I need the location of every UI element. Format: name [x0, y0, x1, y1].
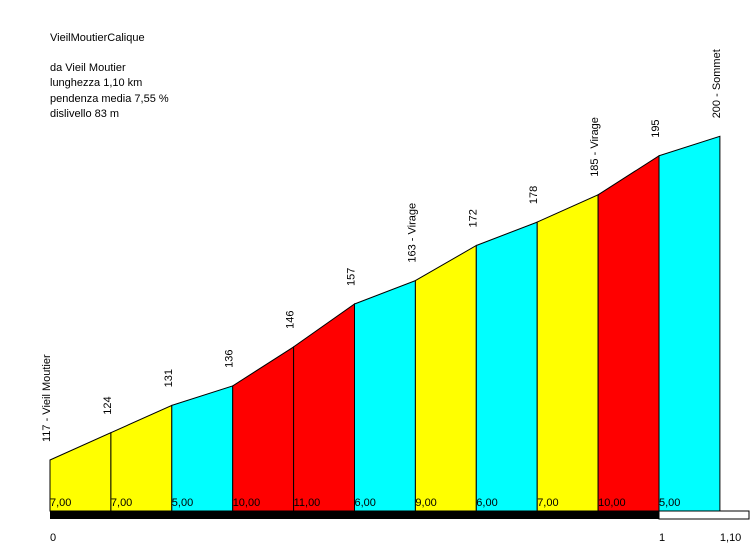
altitude-label-4: 136 [224, 350, 236, 368]
chart-title: VieilMoutierCalique [50, 32, 145, 44]
altitude-label-3: 131 [163, 369, 175, 387]
altitude-label-1: 117 - Vieil Moutier [41, 354, 53, 442]
grade-label-8: 6,00 [476, 497, 497, 509]
profile-segment-2 [110, 404, 173, 512]
altitude-label-2: 124 [102, 396, 114, 414]
grade-label-4: 10,00 [233, 497, 261, 509]
grade-label-6: 6,00 [355, 497, 376, 509]
grade-label-2: 7,00 [111, 497, 132, 509]
profile-segment-4 [232, 345, 295, 512]
km-tick-label-1: 0 [50, 532, 56, 544]
grade-labels: 7,00 7,00 5,00 10,00 11,00 6,00 9,00 6,00 7,00 10… [50, 497, 680, 509]
grade-label-3: 5,00 [172, 497, 193, 509]
info-elevation-gain: dislivello 83 m [50, 108, 119, 120]
altitude-label-11: 195 [650, 119, 662, 137]
altitude-label-10: 185 - Virage [589, 117, 601, 177]
grade-label-5: 11,00 [294, 497, 321, 509]
altitude-label-5: 146 [285, 311, 297, 329]
km-tick-label-2: 1 [659, 532, 665, 544]
info-gradient: pendenza media 7,55 % [50, 93, 169, 105]
profile-segment-3 [171, 385, 234, 512]
altitude-labels: 117 - Vieil Moutier 124 131 136 146 157 163 - … [41, 49, 723, 442]
grade-label-1: 7,00 [50, 497, 71, 509]
altitude-label-6: 157 [346, 268, 358, 286]
grade-label-9: 7,00 [537, 497, 558, 509]
grade-label-11: 5,00 [659, 497, 680, 509]
altitude-label-12: 200 - Sommet [711, 49, 723, 118]
profile-segment-6 [354, 279, 416, 512]
km-tick-label-3: 1,10 [720, 532, 741, 544]
grade-label-7: 9,00 [415, 497, 436, 509]
km-bar-0-1 [50, 511, 659, 519]
info-origin: da Vieil Moutier [50, 62, 126, 74]
profile-segment-11 [658, 135, 721, 512]
km-bar-1-end [658, 510, 750, 520]
altitude-label-7: 163 - Virage [406, 203, 418, 263]
profile-segment-10 [597, 154, 660, 512]
grade-label-10: 10,00 [598, 497, 626, 509]
km-axis: 0 1 1,10 [50, 510, 750, 544]
profile-segment-7 [414, 244, 477, 512]
profile-segment-9 [536, 194, 599, 512]
profile-segment-5 [293, 303, 355, 512]
altitude-label-8: 172 [467, 209, 479, 227]
profile-segments [49, 135, 721, 512]
profile-segment-8 [475, 221, 538, 512]
info-length: lunghezza 1,10 km [50, 77, 142, 89]
altitude-label-9: 178 [528, 186, 540, 204]
